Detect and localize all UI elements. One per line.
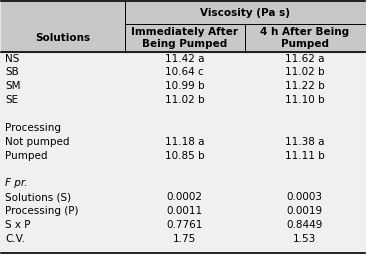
Text: NS: NS	[5, 54, 19, 64]
Text: 0.0002: 0.0002	[167, 192, 203, 202]
Text: Viscosity (Pa s): Viscosity (Pa s)	[200, 8, 290, 18]
Text: C.V.: C.V.	[5, 234, 25, 244]
Text: 4 h After Being
Pumped: 4 h After Being Pumped	[260, 27, 349, 49]
Text: Solutions (S): Solutions (S)	[5, 192, 71, 202]
Text: 0.7761: 0.7761	[167, 220, 203, 230]
Text: 11.38 a: 11.38 a	[285, 137, 324, 147]
Text: SE: SE	[5, 95, 18, 105]
Text: 0.0011: 0.0011	[167, 206, 203, 216]
Text: 1.75: 1.75	[173, 234, 197, 244]
Text: Processing (P): Processing (P)	[5, 206, 79, 216]
Text: F pr.: F pr.	[5, 178, 27, 188]
Text: 11.10 b: 11.10 b	[285, 95, 325, 105]
Text: Not pumped: Not pumped	[5, 137, 70, 147]
Text: 10.85 b: 10.85 b	[165, 151, 205, 161]
Text: 1.53: 1.53	[293, 234, 316, 244]
Text: SM: SM	[5, 81, 20, 91]
Text: 11.02 b: 11.02 b	[165, 95, 205, 105]
Text: 10.99 b: 10.99 b	[165, 81, 205, 91]
Text: 11.02 b: 11.02 b	[285, 67, 325, 77]
Text: 11.11 b: 11.11 b	[285, 151, 325, 161]
Text: 11.42 a: 11.42 a	[165, 54, 205, 64]
Text: 11.18 a: 11.18 a	[165, 137, 205, 147]
Text: SB: SB	[5, 67, 19, 77]
Text: 0.8449: 0.8449	[287, 220, 323, 230]
Text: 11.22 b: 11.22 b	[285, 81, 325, 91]
Bar	[1, 1, 365, 52]
Text: 11.62 a: 11.62 a	[285, 54, 324, 64]
Text: 0.0003: 0.0003	[287, 192, 323, 202]
Text: Solutions: Solutions	[36, 33, 91, 43]
Text: S x P: S x P	[5, 220, 30, 230]
Text: 0.0019: 0.0019	[287, 206, 323, 216]
Text: Pumped: Pumped	[5, 151, 48, 161]
Text: 10.64 c: 10.64 c	[165, 67, 204, 77]
Text: Processing: Processing	[5, 123, 61, 133]
Text: Immediately After
Being Pumped: Immediately After Being Pumped	[131, 27, 238, 49]
